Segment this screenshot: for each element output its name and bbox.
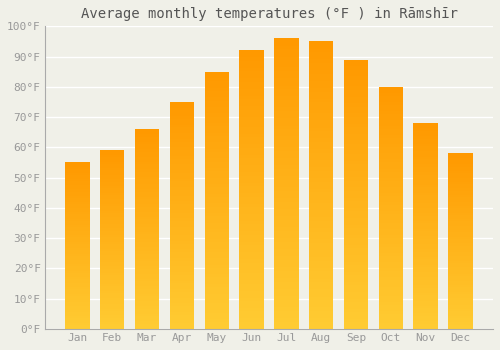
Bar (65, 162, 90, 329)
Bar (378, 87, 403, 329)
Title: Average monthly temperatures (°F ) in Rāmshīr: Average monthly temperatures (°F ) in Rā… (80, 7, 458, 21)
Bar (309, 41, 334, 329)
Bar (100, 150, 124, 329)
Bar (204, 72, 229, 329)
Bar (414, 123, 438, 329)
Bar (135, 129, 160, 329)
Bar (240, 50, 264, 329)
Bar (274, 38, 298, 329)
Bar (170, 102, 194, 329)
Bar (448, 153, 472, 329)
Bar (344, 60, 368, 329)
